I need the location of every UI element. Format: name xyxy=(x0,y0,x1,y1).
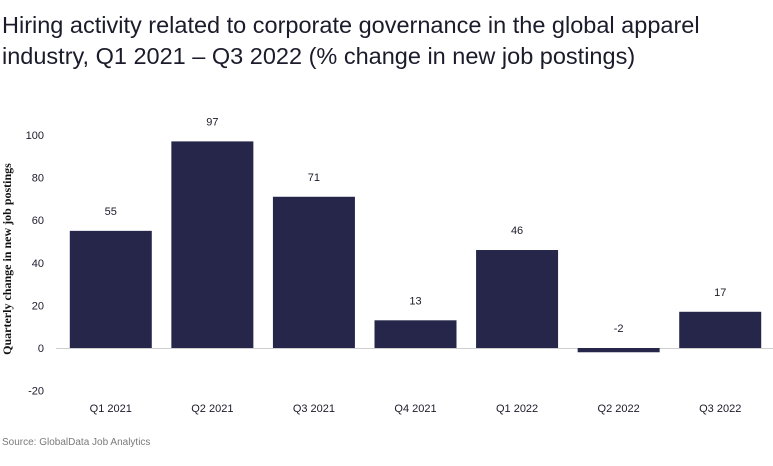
y-tick-label: 60 xyxy=(32,215,44,227)
bar xyxy=(374,320,457,348)
bar xyxy=(272,196,355,348)
x-tick-label: Q3 2021 xyxy=(293,403,335,415)
y-tick-label: -20 xyxy=(28,386,44,398)
y-axis-ticks: 100 80 60 40 20 0 -20 xyxy=(26,130,44,398)
bars xyxy=(69,141,762,353)
y-tick-label: 80 xyxy=(32,173,44,185)
bar xyxy=(577,348,660,353)
y-tick-label: 20 xyxy=(32,300,44,312)
bar xyxy=(69,230,152,348)
data-label: 17 xyxy=(714,287,726,299)
y-tick-label: 40 xyxy=(32,258,44,270)
source-note: Source: GlobalData Job Analytics xyxy=(2,437,151,448)
x-tick-label: Q4 2021 xyxy=(394,403,436,415)
data-labels: 55 97 71 13 46 -2 17 xyxy=(105,116,727,335)
data-label: 55 xyxy=(105,206,117,218)
x-tick-label: Q1 2022 xyxy=(496,403,538,415)
x-axis-ticks: Q1 2021 Q2 2021 Q3 2021 Q4 2021 Q1 2022 Q2 20… xyxy=(90,403,742,415)
y-axis-label: Quarterly change in new job postings xyxy=(0,163,14,355)
x-tick-label: Q1 2021 xyxy=(90,403,132,415)
data-label: 97 xyxy=(206,116,218,128)
x-tick-label: Q3 2022 xyxy=(699,403,741,415)
data-label: 71 xyxy=(308,172,320,184)
data-label: 46 xyxy=(511,225,523,237)
data-label: -2 xyxy=(614,323,624,335)
data-label: 13 xyxy=(409,295,421,307)
x-tick-label: Q2 2022 xyxy=(598,403,640,415)
y-tick-label: 0 xyxy=(38,343,44,355)
y-tick-label: 100 xyxy=(26,130,44,142)
chart-title: Hiring activity related to corporate gov… xyxy=(2,12,700,69)
bar xyxy=(679,311,762,348)
bar xyxy=(476,250,559,348)
bar xyxy=(171,141,254,348)
x-tick-label: Q2 2021 xyxy=(191,403,233,415)
